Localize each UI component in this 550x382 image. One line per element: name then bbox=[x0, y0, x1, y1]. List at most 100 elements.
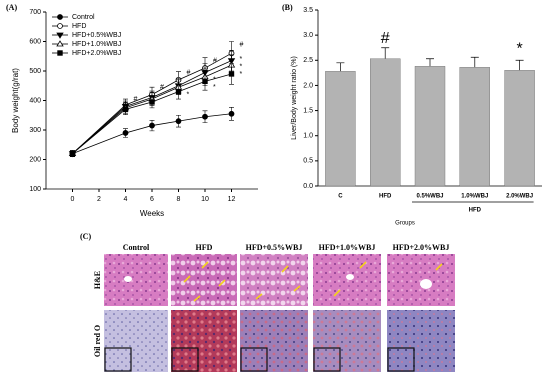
x-tick-label: 0 bbox=[71, 196, 75, 203]
micrograph bbox=[240, 310, 308, 372]
column-header: HFD+1.0%WBJ bbox=[319, 243, 376, 252]
micrograph bbox=[240, 254, 308, 306]
column-header: HFD bbox=[196, 243, 213, 252]
annotation: * bbox=[239, 56, 242, 63]
micrograph bbox=[313, 254, 381, 306]
y-tick-label: 1.0 bbox=[303, 133, 313, 140]
bar bbox=[459, 67, 490, 187]
y-tick-label: 3.0 bbox=[303, 32, 313, 39]
bar bbox=[414, 66, 446, 187]
legend-marker bbox=[57, 23, 63, 29]
annotation: # bbox=[133, 96, 137, 103]
y-tick-label: 300 bbox=[29, 127, 41, 134]
x-tick-label: HFD bbox=[379, 194, 392, 200]
vessel bbox=[124, 276, 132, 282]
micrographs bbox=[104, 254, 455, 372]
marker bbox=[122, 106, 129, 113]
x-axis-label: Weeks bbox=[140, 209, 164, 218]
y-tick-label: 3.5 bbox=[303, 7, 313, 14]
micrograph bbox=[171, 254, 237, 306]
insets bbox=[104, 347, 415, 372]
inset bbox=[104, 347, 132, 372]
arrow bbox=[359, 261, 367, 269]
y-tick-label: 600 bbox=[29, 38, 41, 45]
micrograph bbox=[313, 310, 381, 372]
error-bar bbox=[515, 59, 524, 71]
annotation: # bbox=[239, 41, 243, 48]
legend-label: HFD+0.5%WBJ bbox=[72, 32, 121, 39]
annotation: * bbox=[213, 84, 216, 91]
y-tick-label: 200 bbox=[29, 156, 41, 163]
annotation: # bbox=[381, 30, 390, 47]
y-tick-label: 2.0 bbox=[303, 82, 313, 89]
marker bbox=[149, 99, 155, 105]
panel-label: (A) bbox=[6, 3, 17, 12]
arrow bbox=[293, 285, 301, 292]
legend-label: Control bbox=[72, 14, 95, 21]
micrograph bbox=[387, 310, 455, 372]
marker bbox=[228, 110, 235, 117]
marker bbox=[175, 88, 182, 95]
x-tick-label: 6 bbox=[150, 196, 154, 203]
annotation: * bbox=[516, 40, 522, 57]
x-tick-label: 8 bbox=[177, 196, 181, 203]
x-tick-label: 2 bbox=[97, 196, 101, 203]
vessel bbox=[420, 279, 432, 289]
column-header: Control bbox=[123, 243, 150, 252]
marker bbox=[175, 118, 182, 125]
micrograph bbox=[104, 254, 168, 306]
inset bbox=[387, 347, 415, 372]
series-line bbox=[72, 60, 232, 154]
annotation: # bbox=[186, 69, 190, 76]
annotation: * bbox=[239, 63, 242, 70]
row-label: H&E bbox=[93, 271, 102, 289]
arrow bbox=[183, 275, 191, 283]
chart: (A) 100 200 300 400 500 600 700 0 2 4 6 8 10 12 Weeks Bo… bbox=[6, 3, 258, 218]
column-header: HFD+2.0%WBJ bbox=[393, 243, 450, 252]
group-label: HFD bbox=[469, 208, 482, 214]
bar bbox=[504, 70, 535, 187]
x-tick-label: 12 bbox=[228, 196, 236, 203]
x-tick-label: 1.0%WBJ bbox=[461, 194, 488, 200]
x-tick-label: C bbox=[338, 194, 343, 200]
arrow bbox=[281, 265, 289, 273]
inset bbox=[171, 347, 199, 372]
series-line bbox=[72, 52, 232, 154]
y-tick-label: 2.5 bbox=[303, 57, 313, 64]
vessel bbox=[346, 274, 354, 280]
y-tick-label: 500 bbox=[29, 68, 41, 75]
legend-label: HFD+1.0%WBJ bbox=[72, 41, 121, 48]
chart: (B) 0.0 0.5 1.0 1.5 2.0 2.5 3.0 3.5 C HFD 0.5%WBJ 1.… bbox=[282, 3, 542, 227]
legend-label: HFD bbox=[72, 23, 86, 30]
legend-marker bbox=[56, 40, 64, 47]
error-bar bbox=[470, 56, 479, 68]
annotation: * bbox=[213, 77, 216, 84]
arrow bbox=[218, 279, 226, 287]
marker bbox=[149, 122, 155, 129]
y-tick-label: 700 bbox=[29, 9, 41, 16]
annotation: # bbox=[213, 58, 217, 65]
y-axis-label: Body weight(g/rat) bbox=[11, 68, 20, 133]
panel-label: (C) bbox=[80, 232, 91, 241]
x-tick-label: 4 bbox=[124, 196, 128, 203]
legend-label: HFD+2.0%WBJ bbox=[72, 50, 121, 57]
row-label: Oil red O bbox=[93, 325, 102, 357]
series-line bbox=[72, 73, 232, 154]
arrow bbox=[333, 289, 341, 297]
marker bbox=[202, 78, 208, 85]
annotation: # bbox=[160, 84, 164, 91]
legend-marker bbox=[57, 14, 63, 20]
x-tick-label: 10 bbox=[201, 196, 209, 203]
column-header: HFD+0.5%WBJ bbox=[246, 243, 303, 252]
annotation: * bbox=[239, 71, 242, 78]
legend-marker bbox=[57, 50, 63, 56]
micrograph bbox=[171, 310, 237, 372]
arrow bbox=[255, 293, 263, 300]
legend-marker bbox=[56, 32, 64, 39]
y-tick-label: 1.5 bbox=[303, 107, 313, 114]
marker bbox=[228, 71, 235, 77]
y-tick-label: 0.0 bbox=[303, 183, 313, 190]
error-bar bbox=[381, 47, 390, 59]
arrows bbox=[183, 261, 443, 302]
inset bbox=[240, 347, 268, 372]
